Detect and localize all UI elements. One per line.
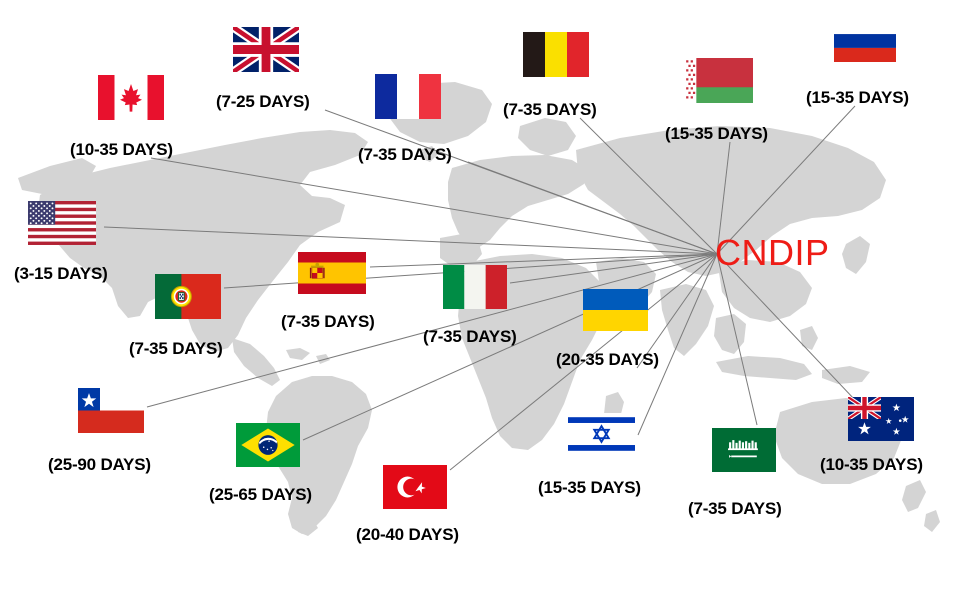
flag-belgium	[523, 32, 589, 77]
flag-turkey	[383, 465, 447, 509]
route-line-australia	[716, 253, 856, 401]
flag-belgium-graphic	[523, 32, 589, 77]
flag-belarus-graphic	[685, 58, 753, 103]
flag-portugal	[155, 274, 221, 319]
hub-label-cndip: CNDIP	[715, 232, 830, 273]
flag-belarus	[685, 58, 753, 103]
route-line-brazil	[302, 253, 718, 441]
flag-israel-graphic	[568, 413, 635, 455]
days-label-portugal: (7-35 DAYS)	[129, 339, 223, 358]
days-label-saudi-arabia: (7-35 DAYS)	[688, 499, 782, 518]
route-line-saudi-arabia	[716, 253, 758, 426]
days-label-belarus: (15-35 DAYS)	[665, 124, 768, 143]
flag-israel	[568, 413, 635, 455]
days-label-belgium: (7-35 DAYS)	[503, 100, 597, 119]
route-line-chile	[146, 253, 718, 408]
days-label-spain: (7-35 DAYS)	[281, 312, 375, 331]
route-line-canada	[150, 157, 718, 255]
days-label-brazil: (25-65 DAYS)	[209, 485, 312, 504]
flag-uk	[233, 27, 299, 72]
flag-turkey-graphic	[383, 465, 447, 509]
flag-france	[375, 74, 441, 119]
days-label-chile: (25-90 DAYS)	[48, 455, 151, 474]
flag-australia-graphic	[848, 397, 914, 441]
flag-spain-graphic	[298, 252, 366, 294]
days-label-usa: (3-15 DAYS)	[14, 264, 108, 283]
days-label-uk: (7-25 DAYS)	[216, 92, 310, 111]
days-label-australia: (10-35 DAYS)	[820, 455, 923, 474]
flag-russia	[834, 20, 896, 62]
flag-italy	[443, 265, 507, 309]
flag-ukraine-graphic	[583, 289, 648, 331]
flag-usa-graphic	[28, 201, 96, 245]
route-line-turkey	[449, 253, 718, 471]
days-label-canada: (10-35 DAYS)	[70, 140, 173, 159]
days-label-israel: (15-35 DAYS)	[538, 478, 641, 497]
route-line-france	[467, 161, 718, 255]
flag-portugal-graphic	[155, 274, 221, 319]
route-line-israel	[637, 253, 718, 436]
route-line-ukraine	[636, 253, 718, 369]
days-label-russia: (15-35 DAYS)	[806, 88, 909, 107]
flag-australia	[848, 397, 914, 441]
route-line-spain	[369, 253, 718, 268]
flag-russia-graphic	[834, 20, 896, 62]
days-label-france: (7-35 DAYS)	[358, 145, 452, 164]
flag-uk-graphic	[233, 27, 299, 72]
flag-spain	[298, 252, 366, 294]
days-label-italy: (7-35 DAYS)	[423, 327, 517, 346]
route-line-usa	[103, 226, 718, 255]
flag-saudi-arabia-graphic	[712, 428, 776, 472]
flag-ukraine	[583, 289, 648, 331]
days-label-turkey: (20-40 DAYS)	[356, 525, 459, 544]
flag-saudi-arabia	[712, 428, 776, 472]
flag-canada-graphic	[98, 75, 164, 120]
days-label-ukraine: (20-35 DAYS)	[556, 350, 659, 369]
route-line-italy	[509, 253, 718, 284]
route-line-belarus	[716, 141, 731, 255]
flag-brazil	[236, 423, 300, 467]
flag-france-graphic	[375, 74, 441, 119]
route-line-russia	[716, 105, 856, 255]
flag-usa	[28, 201, 96, 245]
flag-italy-graphic	[443, 265, 507, 309]
flag-brazil-graphic	[236, 423, 300, 467]
flag-canada	[98, 75, 164, 120]
flag-chile-graphic	[78, 388, 144, 433]
flag-chile	[78, 388, 144, 433]
route-line-belgium	[579, 117, 718, 255]
